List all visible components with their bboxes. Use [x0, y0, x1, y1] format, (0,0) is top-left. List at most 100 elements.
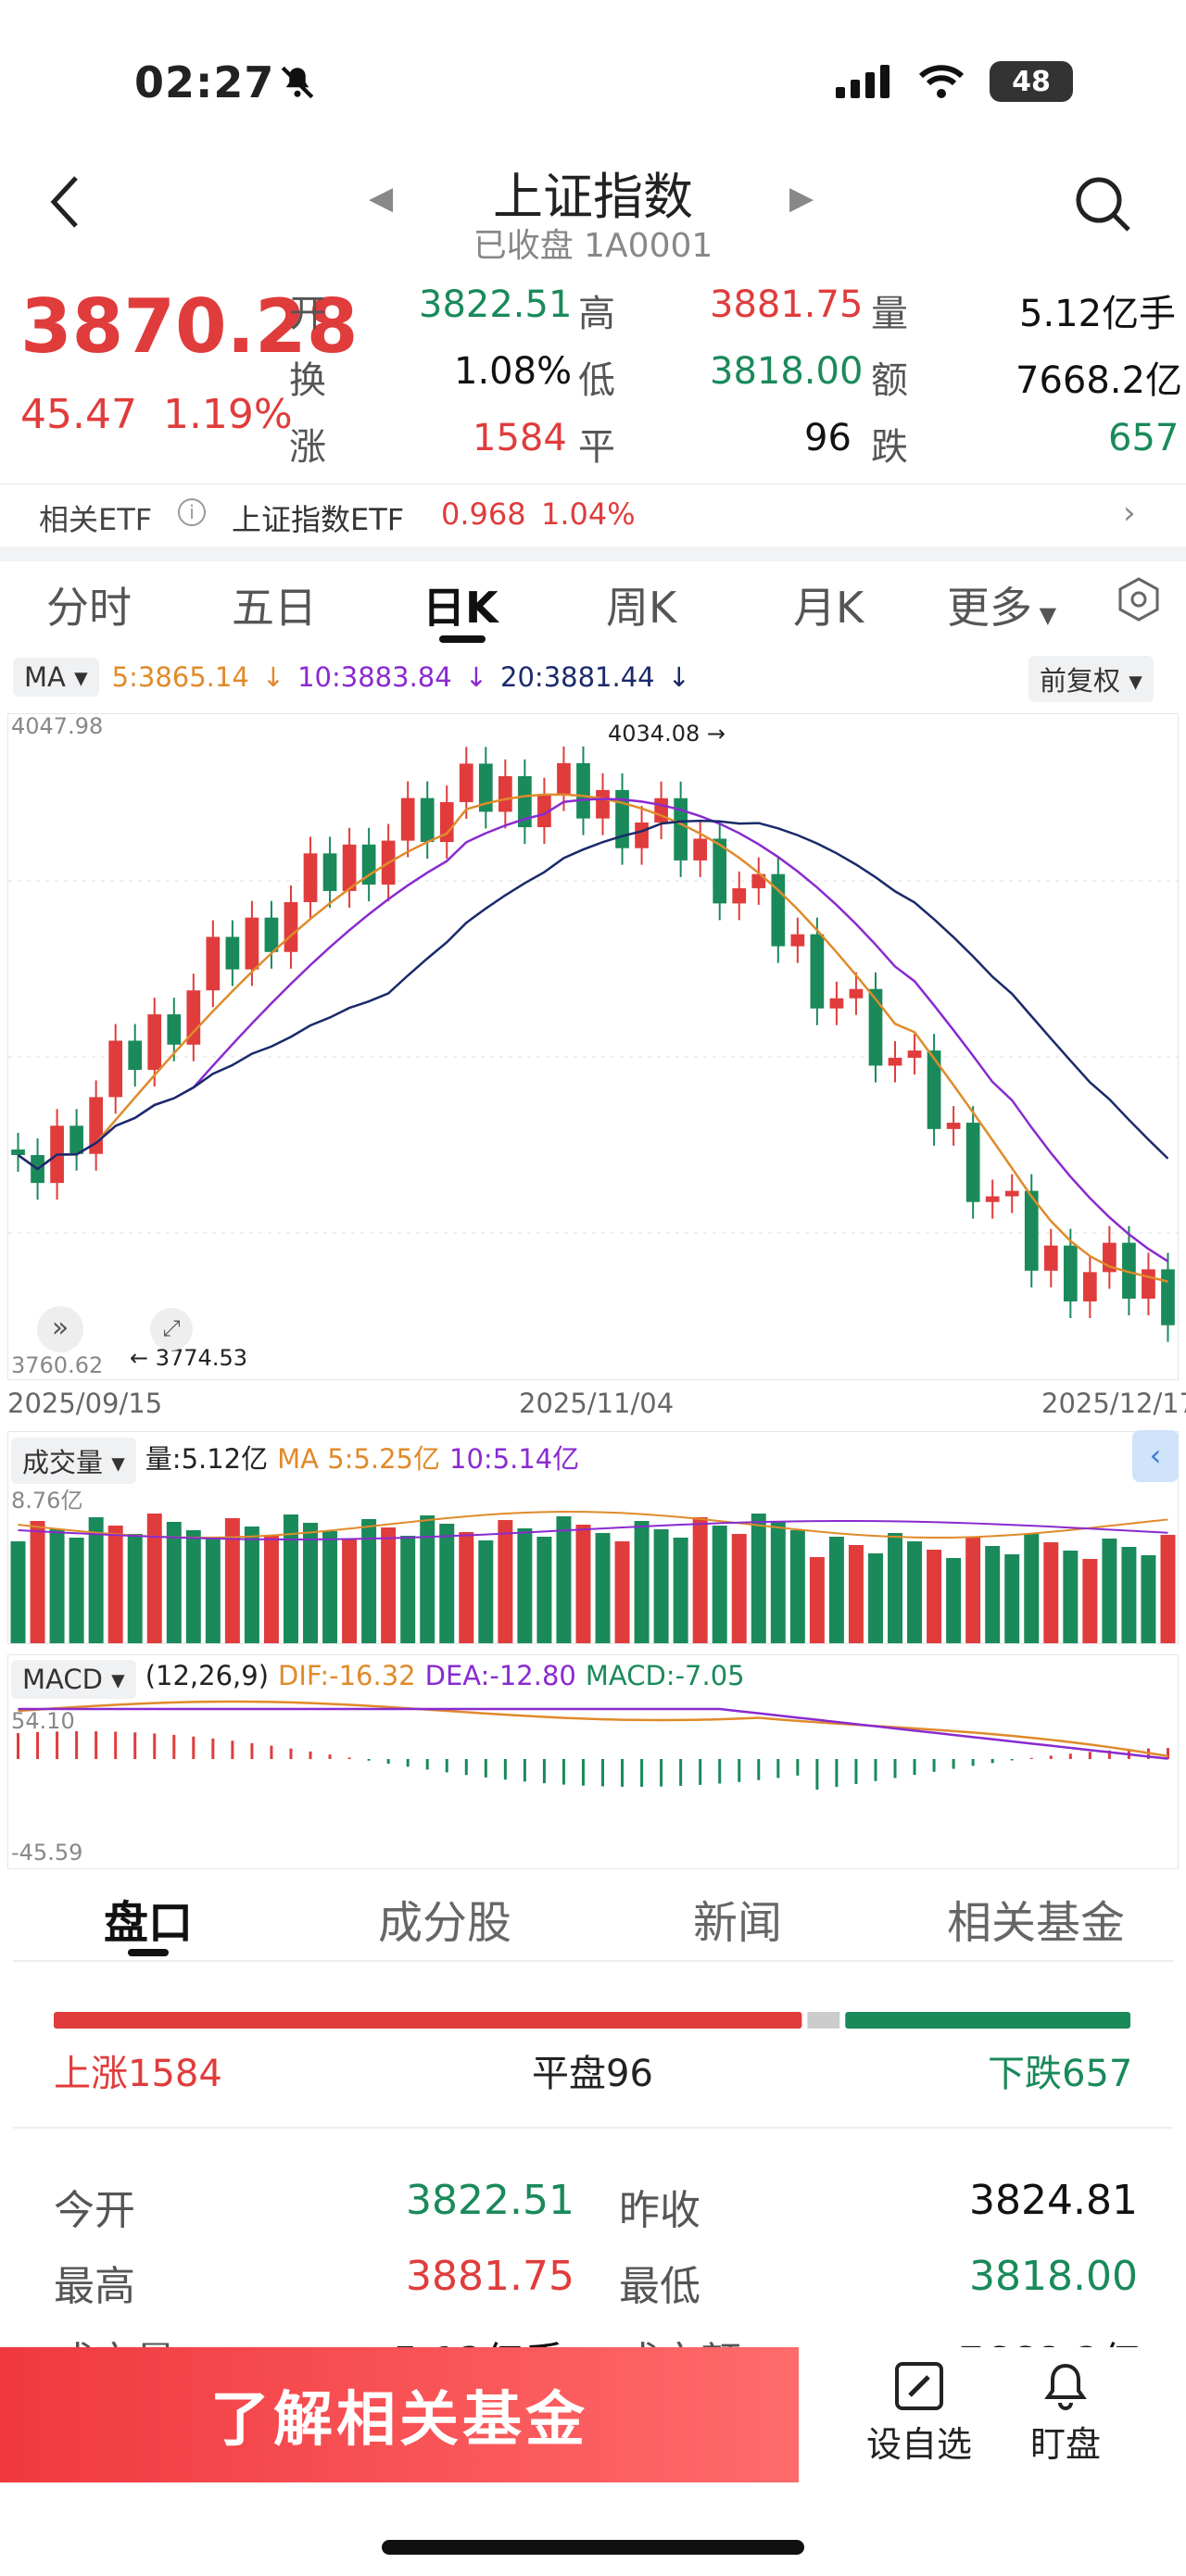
tab-news[interactable]: 新闻	[693, 1897, 783, 1949]
prev-index-icon[interactable]: ◀	[369, 180, 394, 217]
candle	[186, 990, 201, 1045]
fullscreen-icon[interactable]: ⤢	[150, 1308, 193, 1351]
down-count-value: 657	[1108, 417, 1180, 459]
stat-open-value: 3822.51	[406, 2177, 574, 2224]
candle	[225, 936, 240, 970]
settings-hex-icon[interactable]	[1116, 576, 1162, 626]
related-etf-bar[interactable]	[0, 484, 1186, 547]
candle	[439, 801, 454, 843]
volume-value: 量:5.12亿	[145, 1443, 269, 1475]
volume-axis-label: 8.76亿	[11, 1488, 83, 1514]
change-pct: 1.19%	[162, 391, 293, 438]
candle	[1122, 1242, 1136, 1299]
last-price: 3870.28	[20, 283, 359, 370]
volume-bar	[770, 1522, 786, 1643]
candle	[1004, 1190, 1019, 1197]
tab-daily-k[interactable]: 日K	[423, 583, 498, 633]
candle	[108, 1040, 123, 1098]
candle	[264, 917, 279, 952]
add-watchlist-button[interactable]: 设自选	[864, 2360, 975, 2467]
expand-left-icon[interactable]: »	[37, 1306, 83, 1352]
caret-down-icon: ▼	[1032, 602, 1057, 628]
volume-bar	[614, 1541, 630, 1643]
candle	[576, 762, 590, 819]
macd-bottom-label: -45.59	[11, 1840, 83, 1866]
date-start: 2025/09/15	[7, 1388, 163, 1419]
volume-label: 量	[871, 293, 908, 335]
candle	[1024, 1190, 1039, 1271]
volume-bar	[809, 1557, 825, 1643]
monitor-button[interactable]: 盯盘	[1019, 2360, 1112, 2467]
volume-bar	[439, 1524, 455, 1643]
tab-related-funds[interactable]: 相关基金	[947, 1897, 1126, 1949]
low-label: 低	[578, 359, 615, 402]
macd-params: (12,26,9)	[145, 1660, 270, 1691]
tab-constituents[interactable]: 成分股	[378, 1897, 512, 1949]
volume-selector[interactable]: 成交量 ▾	[11, 1438, 136, 1484]
candle	[303, 853, 318, 902]
volume-bar	[985, 1546, 1001, 1643]
candle	[713, 838, 727, 904]
volume-bar	[927, 1550, 942, 1643]
breadth-bar	[54, 2012, 1130, 2029]
macd-dif: DIF:-16.32	[278, 1660, 416, 1691]
ma20-value: 20:3881.44	[500, 661, 655, 693]
candle	[693, 838, 708, 861]
signal-icon	[836, 65, 890, 98]
volume-bar	[888, 1533, 903, 1643]
next-index-icon[interactable]: ▶	[789, 180, 814, 217]
macd-chart[interactable]	[7, 1654, 1179, 1869]
macd-selector-label: MACD	[22, 1664, 103, 1695]
breadth-flat-segment	[807, 2012, 840, 2029]
macd-selector[interactable]: MACD ▾	[11, 1660, 136, 1699]
high-label: 高	[578, 293, 615, 335]
kline-chart[interactable]	[7, 713, 1179, 1380]
tab-orderbook[interactable]: 盘口	[104, 1897, 194, 1949]
candle	[635, 822, 649, 848]
tab-intraday[interactable]: 分时	[46, 583, 132, 633]
candle	[1043, 1245, 1058, 1271]
monitor-label: 盯盘	[1029, 2424, 1101, 2465]
tab-more[interactable]: 更多 ▼	[947, 574, 1056, 635]
tab-five-day[interactable]: 五日	[232, 583, 317, 633]
collapse-panel-icon[interactable]: ‹	[1132, 1430, 1179, 1482]
candle	[322, 853, 337, 891]
adjust-selector[interactable]: 前复权 ▾	[1028, 656, 1154, 702]
up-count-label: 涨	[289, 426, 326, 469]
volume-ma10: 10:5.14亿	[449, 1443, 580, 1475]
tab-weekly-k[interactable]: 周K	[606, 583, 677, 633]
tab-monthly-k[interactable]: 月K	[793, 583, 864, 633]
candle	[849, 988, 864, 999]
amount-label: 额	[871, 359, 908, 402]
bell-icon	[1044, 2363, 1087, 2410]
volume-bar	[1043, 1542, 1059, 1643]
info-icon[interactable]: i	[178, 498, 206, 526]
high-mark-value: 4034.08	[608, 721, 700, 747]
breadth-svg	[54, 2012, 1130, 2029]
status-indicators: 48	[834, 61, 1073, 102]
home-indicator	[382, 2540, 804, 2555]
etf-label: 相关ETF	[39, 502, 153, 537]
candle	[537, 794, 551, 828]
volume-chart[interactable]	[7, 1431, 1179, 1644]
candle	[420, 798, 435, 843]
back-button[interactable]	[46, 172, 83, 235]
volume-bar	[965, 1538, 981, 1643]
candle	[557, 762, 571, 795]
candle	[147, 1014, 162, 1071]
adjust-label: 前复权	[1040, 665, 1121, 697]
related-funds-button[interactable]: 了解相关基金	[0, 2347, 799, 2482]
candle	[868, 988, 883, 1066]
macd-svg	[17, 1700, 1169, 1791]
volume-bar	[420, 1515, 435, 1643]
search-icon[interactable]	[1073, 174, 1132, 237]
volume-bar	[1024, 1534, 1040, 1643]
kline-top-price: 4047.98	[11, 713, 104, 739]
change-value: 45.47	[20, 391, 137, 438]
ma-selector[interactable]: MA ▾	[13, 658, 99, 697]
candle	[965, 1123, 980, 1202]
volume-bar	[146, 1514, 162, 1643]
volume-bar	[1004, 1554, 1020, 1643]
add-watchlist-label: 设自选	[865, 2424, 972, 2465]
bottom-actions	[799, 2347, 1186, 2482]
